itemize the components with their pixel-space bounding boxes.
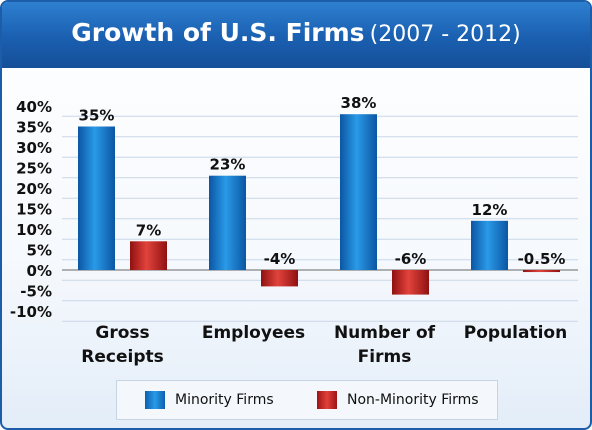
y-tick-label: 20% [16, 180, 52, 198]
chart-title: Growth of U.S. Firms [71, 18, 365, 47]
y-tick-label: 10% [16, 221, 52, 239]
data-label: 12% [472, 201, 508, 219]
category-label: Number of [334, 323, 436, 343]
data-label: 23% [210, 156, 246, 174]
data-label: 35% [79, 107, 115, 125]
data-label: -0.5% [518, 250, 566, 268]
legend-item-non-minority: Non-Minority Firms [317, 390, 479, 410]
data-label: -6% [395, 250, 427, 268]
category-label: Receipts [81, 347, 163, 367]
bar-non-minority [392, 270, 429, 295]
data-label: -4% [264, 250, 296, 268]
y-tick-label: 0% [27, 262, 52, 280]
bar-non-minority [261, 270, 298, 287]
bar-minority [78, 126, 115, 270]
y-tick-label: 35% [16, 119, 52, 137]
chart-title-range: (2007 - 2012) [369, 22, 521, 47]
y-tick-label: 25% [16, 160, 52, 178]
chart-header: Growth of U.S. Firms (2007 - 2012) [2, 2, 590, 68]
legend-swatch-non-minority [317, 391, 337, 409]
category-label: Population [464, 323, 567, 343]
legend-label-non-minority: Non-Minority Firms [347, 392, 479, 408]
category-label: Gross [95, 323, 149, 343]
bar-minority [209, 175, 246, 270]
legend-label-minority: Minority Firms [175, 392, 274, 408]
bar-minority [471, 220, 508, 270]
bar-non-minority [523, 270, 560, 273]
bar-non-minority [130, 241, 167, 270]
y-tick-label: -10% [10, 303, 52, 321]
legend-swatch-minority [145, 391, 165, 409]
data-label: 38% [341, 94, 377, 112]
legend-item-minority: Minority Firms [145, 390, 274, 410]
y-tick-label: 15% [16, 201, 52, 219]
legend: Minority Firms Non-Minority Firms [116, 380, 498, 420]
data-label: 7% [136, 221, 161, 239]
y-tick-label: -5% [20, 283, 52, 301]
category-label: Employees [202, 323, 305, 343]
y-tick-label: 30% [16, 139, 52, 157]
bar-minority [340, 114, 377, 270]
y-tick-label: 40% [16, 98, 52, 116]
category-label: Firms [358, 347, 412, 367]
y-tick-label: 5% [27, 242, 52, 260]
